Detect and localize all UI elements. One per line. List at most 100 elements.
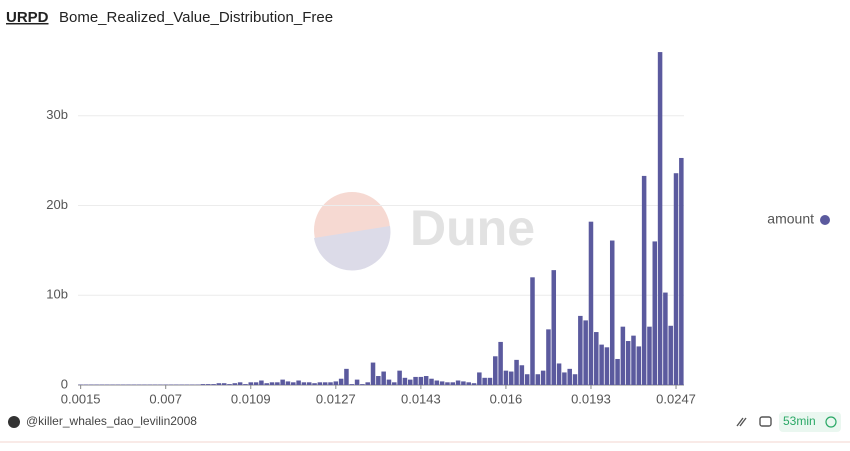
bar [253, 382, 259, 385]
bar [264, 383, 269, 385]
bar [354, 379, 360, 385]
bar [562, 372, 567, 385]
bar [599, 344, 604, 385]
bar [237, 382, 243, 385]
bar [663, 292, 668, 385]
bar [407, 379, 413, 385]
bar [338, 378, 344, 385]
bar [429, 378, 434, 385]
bar [413, 376, 418, 385]
x-tick-label: 0.0247 [656, 391, 696, 406]
bar [243, 384, 248, 385]
bar [594, 332, 599, 385]
bar [376, 376, 381, 385]
bar [535, 374, 541, 385]
y-tick-label: 30b [46, 107, 68, 122]
watermark-text: Dune [410, 200, 535, 256]
bar [493, 356, 498, 385]
screenshot-icon[interactable] [759, 416, 772, 427]
bar [519, 365, 525, 385]
age-text: 53min [783, 414, 816, 428]
bar [349, 384, 355, 385]
y-tick-label: 0 [61, 376, 68, 391]
bar [530, 277, 535, 385]
bar [291, 382, 296, 385]
bar [482, 377, 487, 385]
bar [477, 372, 482, 385]
bar [455, 380, 461, 385]
bar [439, 381, 445, 385]
bar [280, 379, 285, 385]
bar [620, 326, 626, 385]
plot: 0 10b 20b 30b 0.0015 0.007 0.0109 0.0127 0.0143 0… [46, 52, 830, 406]
bar [604, 347, 610, 385]
watermark-logo-part [314, 226, 391, 271]
bar [445, 382, 450, 385]
bar [556, 363, 562, 385]
bar [269, 382, 275, 385]
bar [572, 374, 578, 385]
x-tick-label: 0.0143 [401, 391, 441, 406]
x-tick-label: 0.0127 [316, 391, 356, 406]
bar [668, 325, 673, 385]
x-tick-label: 0.016 [490, 391, 523, 406]
bar [227, 384, 232, 385]
author-avatar [8, 416, 20, 428]
bar [365, 382, 370, 385]
watermark: Dune [314, 192, 535, 271]
y-tick-label: 10b [46, 287, 68, 302]
x-tick-label: 0.0015 [61, 391, 101, 406]
bar [248, 382, 254, 385]
bar [216, 383, 222, 385]
author[interactable]: @killer_whales_dao_levilin2008 [26, 414, 197, 428]
bar [636, 346, 642, 385]
bar [328, 382, 333, 385]
bar [285, 381, 291, 385]
chart-title: Bome_Realized_Value_Distribution_Free [59, 9, 333, 26]
bar [551, 270, 557, 385]
bar [296, 380, 301, 385]
bar [461, 381, 466, 385]
bar [625, 341, 631, 385]
check-icon [825, 416, 837, 428]
x-tick-label: 0.007 [149, 391, 182, 406]
bar [306, 382, 312, 385]
x-tick-label: 0.0109 [231, 391, 271, 406]
bar [673, 173, 679, 385]
bar [386, 379, 392, 385]
bar [508, 371, 514, 385]
bar [487, 377, 493, 385]
bar [360, 384, 365, 385]
bar [471, 383, 477, 385]
bar [370, 362, 376, 385]
bar [312, 383, 317, 385]
y-tick-label: 20b [46, 197, 68, 212]
bar [631, 335, 636, 385]
bar [641, 175, 647, 385]
bar [588, 221, 594, 385]
bar [423, 376, 429, 385]
query-link[interactable]: URPD [6, 9, 49, 26]
x-tick-label: 0.0193 [571, 391, 611, 406]
bar [434, 380, 440, 385]
bar [647, 326, 652, 385]
bar [397, 370, 402, 385]
legend-marker [820, 215, 830, 225]
bar [503, 370, 509, 385]
bar [567, 368, 572, 385]
bar [232, 383, 238, 385]
bar [679, 157, 684, 385]
bar [301, 382, 307, 385]
bar [540, 370, 546, 385]
bar [615, 358, 620, 385]
bar [211, 384, 216, 385]
bar [657, 52, 663, 385]
bar [402, 377, 408, 385]
legend-label: amount [767, 211, 814, 227]
bar [221, 383, 227, 385]
bar [524, 374, 530, 385]
embed-icon[interactable] [736, 417, 747, 427]
bar [200, 384, 206, 385]
bar [652, 241, 658, 385]
bar [205, 384, 211, 385]
